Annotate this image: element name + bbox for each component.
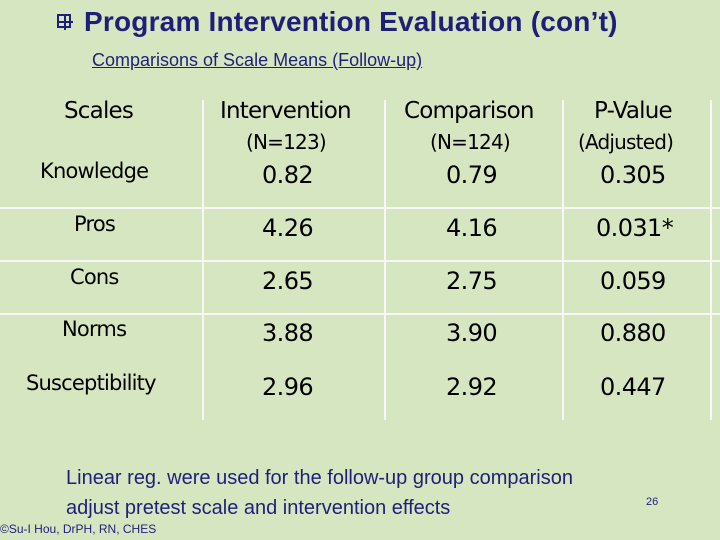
- cell-intervention-norms: 3.88: [262, 319, 314, 347]
- slide-subtitle: Comparisons of Scale Means (Follow-up): [92, 50, 423, 70]
- header-pvalue: P-Value: [594, 98, 673, 124]
- cell-pvalue-cons: 0.059: [600, 267, 666, 295]
- bullet-cross-icon: [56, 13, 74, 31]
- cell-comparison-knowledge: 0.79: [446, 161, 498, 189]
- row-label-knowledge: Knowledge: [40, 159, 149, 183]
- cell-intervention-knowledge: 0.82: [262, 161, 314, 189]
- cell-pvalue-norms: 0.880: [600, 319, 666, 347]
- cell-comparison-pros: 4.16: [446, 214, 498, 242]
- cell-intervention-susceptibility: 2.96: [262, 373, 314, 401]
- cell-comparison-cons: 2.75: [446, 267, 498, 295]
- row-divider: [0, 260, 720, 262]
- cell-pvalue-knowledge: 0.305: [600, 161, 666, 189]
- comparison-table: Scales Intervention (N=123) Comparison (…: [0, 90, 720, 420]
- cell-intervention-cons: 2.65: [262, 267, 314, 295]
- cell-pvalue-pros: 0.031*: [596, 214, 674, 242]
- slide-title: Program Intervention Evaluation (con’t): [84, 6, 618, 37]
- row-divider: [0, 207, 720, 209]
- header-comparison-n: (N=124): [430, 130, 511, 154]
- footnote: Linear reg. were used for the follow-up …: [66, 463, 573, 523]
- title-row: Program Intervention Evaluation (con’t): [56, 6, 618, 38]
- row-label-susceptibility: Susceptibility: [26, 371, 157, 395]
- cell-intervention-pros: 4.26: [262, 214, 314, 242]
- header-intervention: Intervention: [220, 98, 352, 124]
- header-pvalue-sub: (Adjusted): [578, 130, 674, 154]
- row-label-norms: Norms: [62, 317, 127, 341]
- row-label-pros: Pros: [74, 212, 116, 236]
- row-divider: [0, 313, 720, 315]
- author-credit: ©Su-I Hou, DrPH, RN, CHES: [0, 522, 157, 536]
- row-label-cons: Cons: [70, 265, 119, 289]
- cell-comparison-susceptibility: 2.92: [446, 373, 498, 401]
- footnote-line-2: adjust pretest scale and intervention ef…: [66, 497, 451, 519]
- header-comparison: Comparison: [404, 98, 535, 124]
- header-intervention-n: (N=123): [246, 130, 327, 154]
- footnote-line-1: Linear reg. were used for the follow-up …: [66, 467, 573, 489]
- page-number: 26: [646, 496, 659, 508]
- cell-comparison-norms: 3.90: [446, 319, 498, 347]
- header-scales: Scales: [64, 98, 134, 124]
- cell-pvalue-susceptibility: 0.447: [600, 373, 666, 401]
